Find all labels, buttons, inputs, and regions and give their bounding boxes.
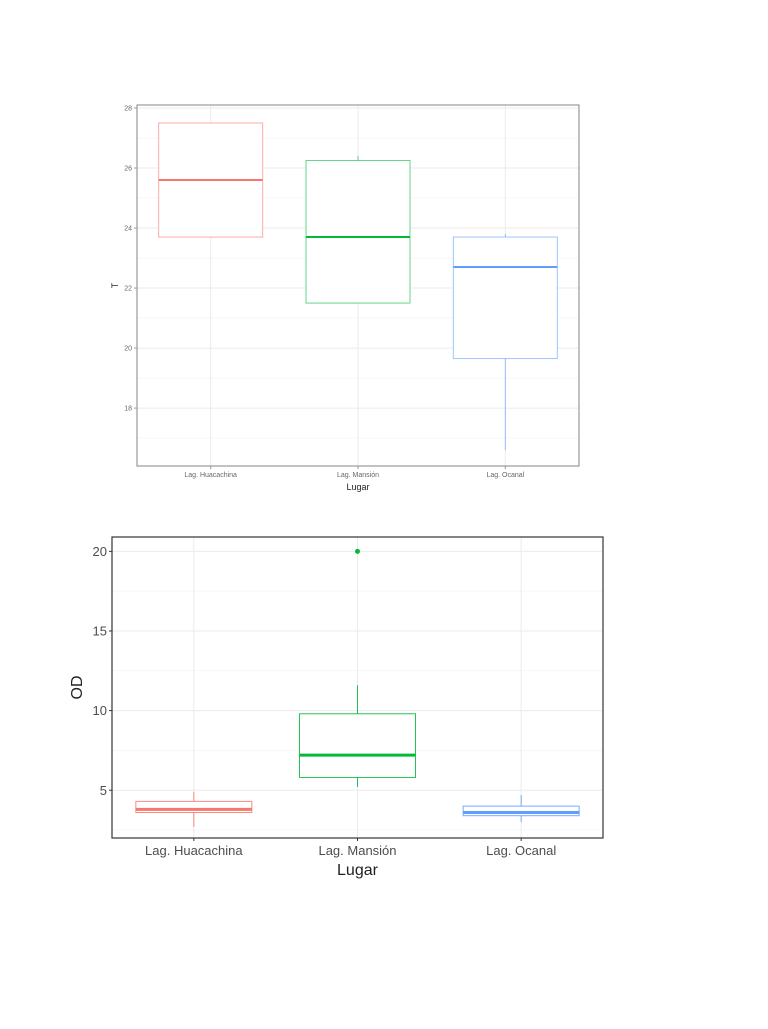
svg-text:26: 26: [124, 165, 132, 172]
svg-text:Lag. Mansión: Lag. Mansión: [337, 472, 379, 479]
svg-text:10: 10: [93, 703, 107, 718]
box-lag-mansi-n: [305, 156, 411, 304]
svg-text:Lag. Ocanal: Lag. Ocanal: [486, 843, 556, 858]
svg-text:20: 20: [93, 544, 107, 559]
od-boxplot: 5 10 15 20 OD Lag. Huacachina Lag. Mansión Lag.…: [0, 512, 768, 1024]
y-axis: 18 20 22 24 26 28 T: [110, 105, 137, 413]
svg-text:OD: OD: [69, 676, 86, 700]
x-axis: Lag. Huacachina Lag. Mansión Lag. Ocanal Lu…: [184, 466, 525, 492]
temperature-boxplot: 18 20 22 24 26 28 T Lag. Huacachina Lag. Mansión…: [0, 0, 768, 512]
box-lag-mansi-n: [299, 548, 416, 788]
svg-text:Lag. Ocanal: Lag. Ocanal: [486, 472, 524, 479]
svg-text:Lag. Mansión: Lag. Mansión: [318, 843, 396, 858]
svg-text:5: 5: [100, 783, 107, 798]
box-lag-ocanal: [462, 795, 580, 823]
x-axis: Lag. Huacachina Lag. Mansión Lag. Ocanal Lu…: [145, 838, 556, 879]
box-lag-ocanal: [452, 234, 558, 451]
svg-text:22: 22: [124, 286, 132, 293]
svg-text:15: 15: [93, 624, 107, 639]
box-lag-huacachina: [158, 122, 264, 238]
svg-text:18: 18: [124, 406, 132, 413]
svg-text:Lag. Huacachina: Lag. Huacachina: [145, 843, 243, 858]
svg-text:20: 20: [124, 346, 132, 353]
y-axis: 5 10 15 20 OD: [69, 544, 112, 798]
svg-text:Lugar: Lugar: [337, 862, 379, 879]
svg-text:T: T: [110, 282, 120, 288]
box-lag-huacachina: [135, 791, 253, 827]
outlier-point: [355, 548, 360, 554]
svg-text:Lag. Huacachina: Lag. Huacachina: [184, 472, 237, 479]
svg-text:28: 28: [124, 105, 132, 112]
svg-text:24: 24: [124, 225, 132, 232]
temperature-boxplot-svg: 18 20 22 24 26 28 T Lag. Huacachina Lag. Mansión…: [110, 104, 580, 492]
svg-text:Lugar: Lugar: [346, 482, 369, 492]
